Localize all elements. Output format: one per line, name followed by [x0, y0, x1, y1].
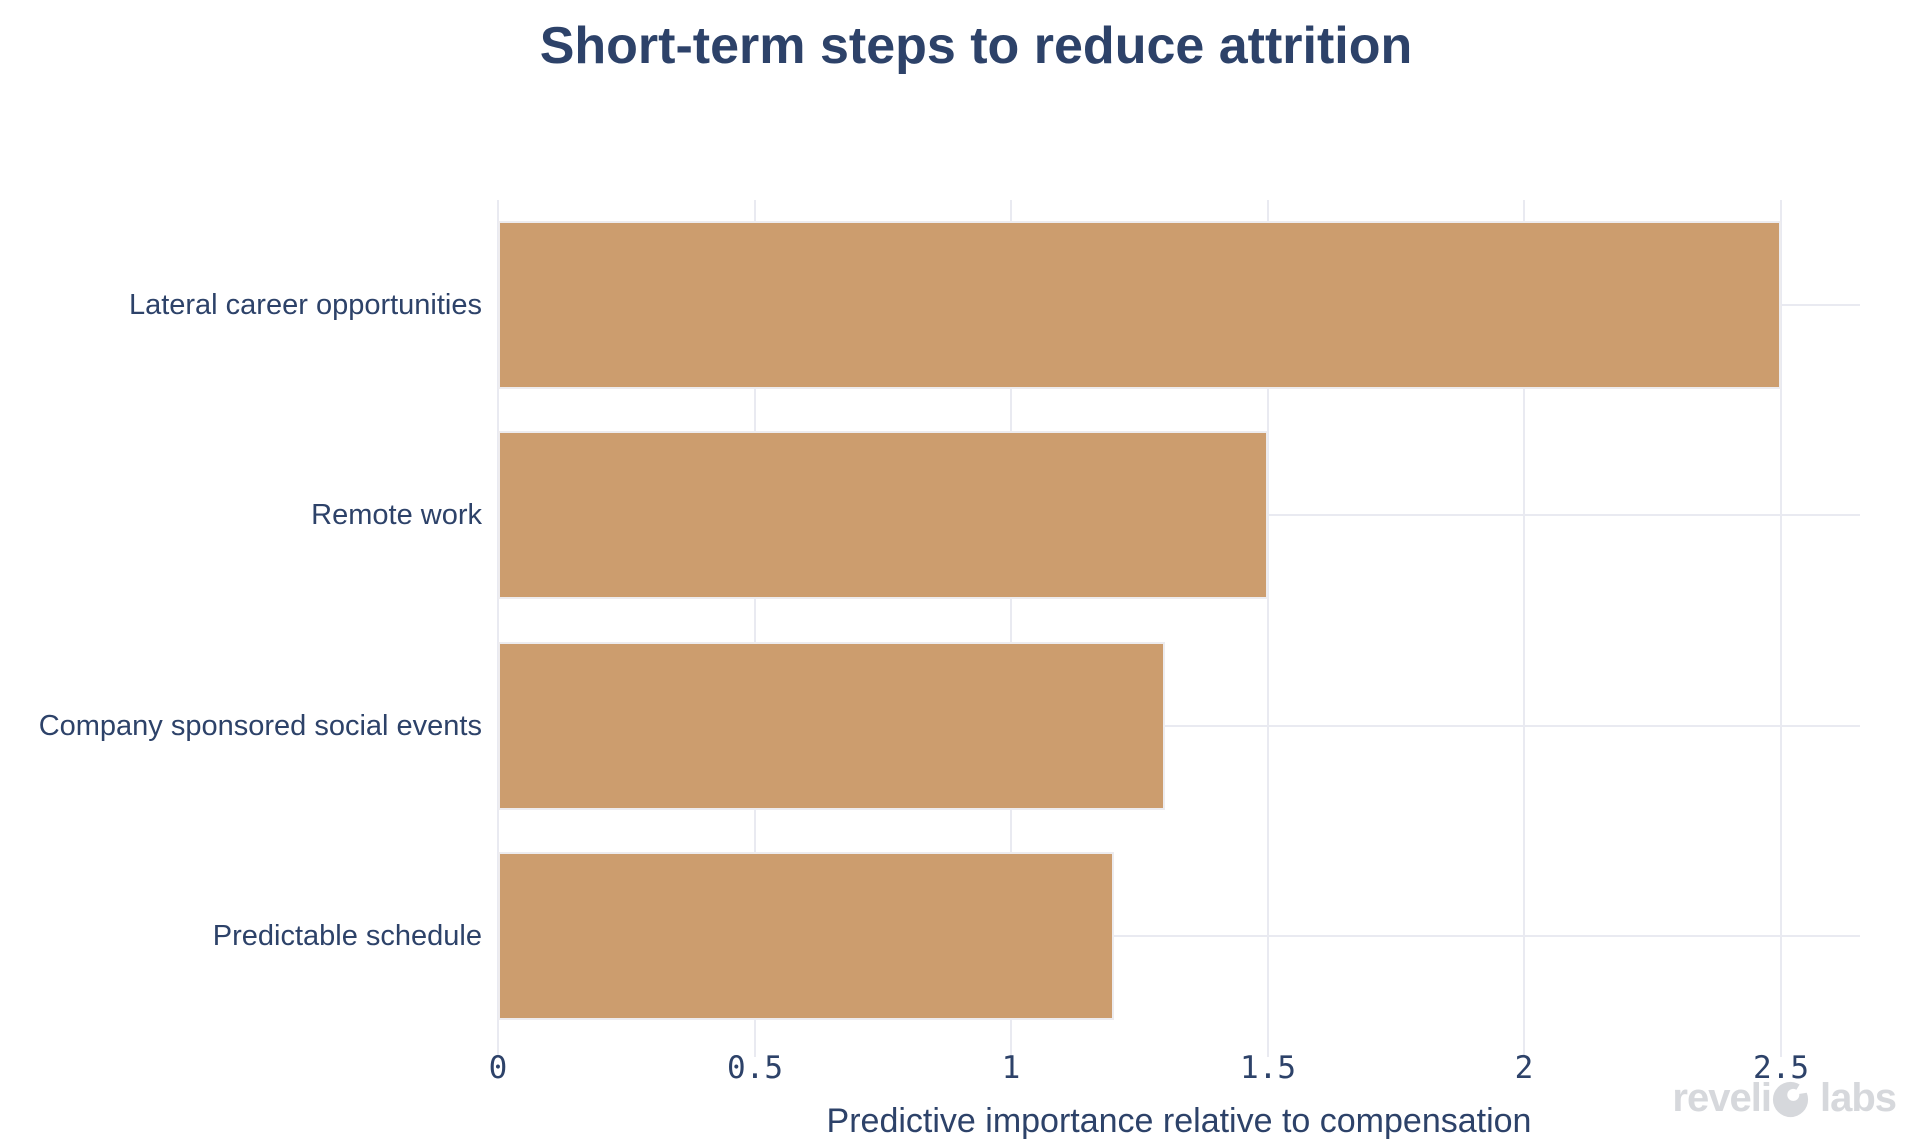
bar-0 [498, 221, 1781, 389]
horizontal-gridline [498, 725, 1860, 727]
x-tick-mark [497, 1041, 499, 1057]
x-tick-label: 2.5 [1753, 1050, 1809, 1086]
vertical-gridline-0 [497, 200, 499, 1041]
category-label: Predictable schedule [212, 920, 482, 952]
revelio-shutter-o-icon [1772, 1081, 1809, 1118]
x-tick-mark [1267, 1041, 1269, 1057]
logo-text-prefix: reveli [1672, 1076, 1772, 1120]
logo-text-suffix: labs [1819, 1076, 1897, 1120]
vertical-gridline-1.5 [1267, 200, 1269, 1041]
vertical-gridline-1 [1010, 200, 1012, 1041]
category-label: Lateral career opportunities [128, 289, 482, 321]
category-label: Remote work [311, 499, 482, 531]
bar-2 [498, 642, 1165, 810]
chart-title: Short-term steps to reduce attrition [539, 17, 1413, 75]
x-tick-label: 2 [1514, 1050, 1534, 1086]
vertical-gridline-0.5 [754, 200, 756, 1041]
bar-1 [498, 431, 1268, 599]
vertical-gridline-2 [1523, 200, 1525, 1041]
bar-3 [498, 852, 1114, 1020]
x-tick-label: 0.5 [727, 1050, 783, 1086]
x-axis-title: Predictive importance relative to compen… [826, 1102, 1532, 1140]
x-tick-label: 1 [1001, 1050, 1021, 1086]
x-tick-label: 1.5 [1240, 1050, 1296, 1086]
x-tick-mark [754, 1041, 756, 1057]
plot-area [497, 200, 1860, 1041]
x-tick-mark [1523, 1041, 1525, 1057]
horizontal-gridline [498, 935, 1860, 937]
category-label: Company sponsored social events [38, 710, 482, 742]
x-tick-mark [1780, 1041, 1782, 1057]
revelio-labs-logo: reveli labs [1672, 1076, 1897, 1121]
vertical-gridline-2.5 [1780, 200, 1782, 1041]
x-tick-label: 0 [488, 1050, 508, 1086]
x-tick-mark [1010, 1041, 1012, 1057]
